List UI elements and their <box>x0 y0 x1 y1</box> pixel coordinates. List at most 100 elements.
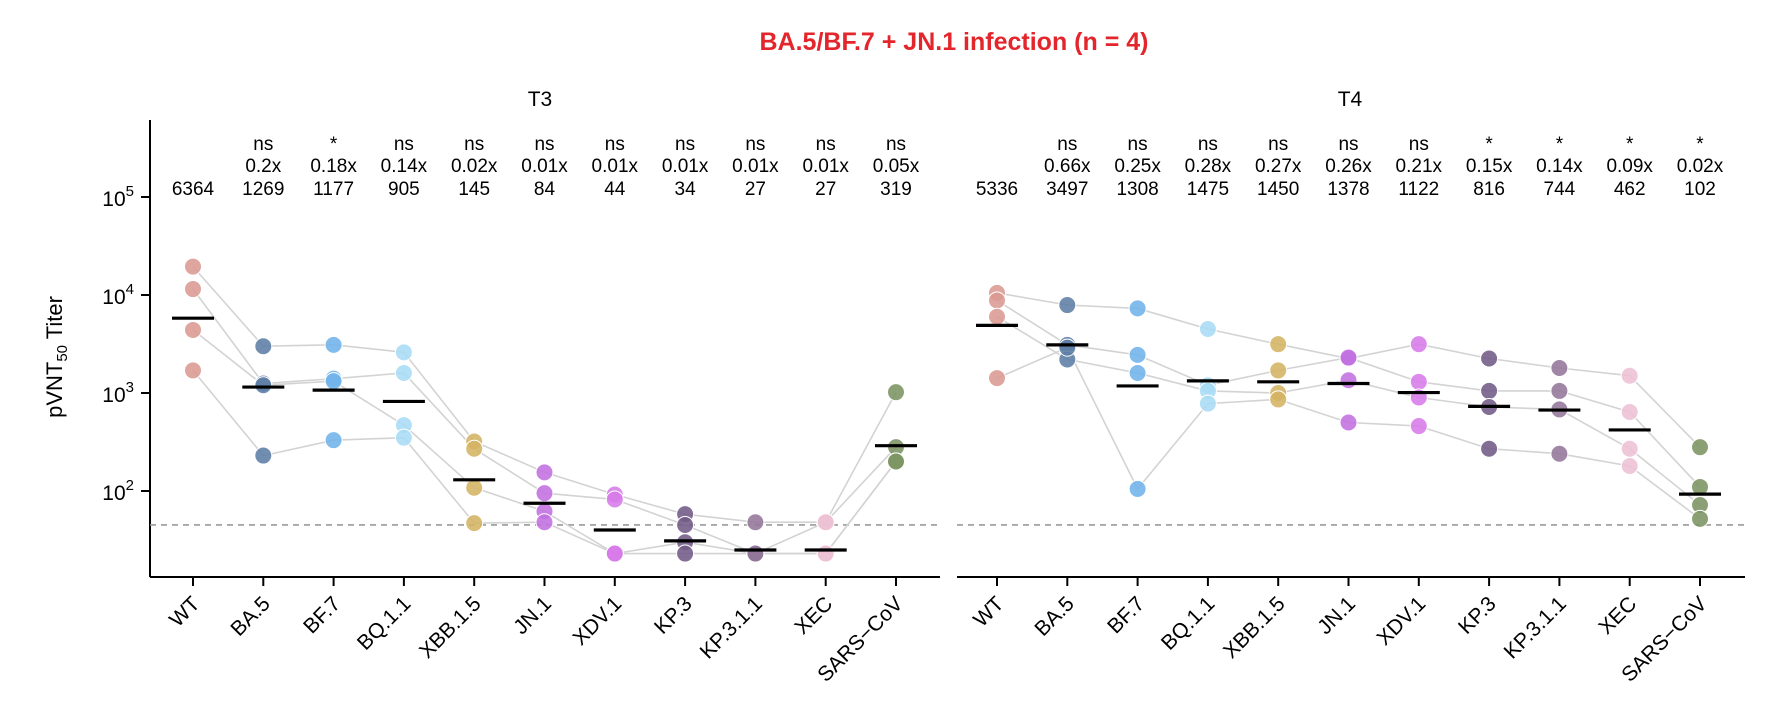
x-tick-label: XEC <box>790 592 837 639</box>
gmt-label: 744 <box>1544 179 1576 200</box>
significance-label: ns <box>1338 134 1358 155</box>
fold-change-label: 0.02x <box>451 156 498 177</box>
data-point <box>1269 390 1288 409</box>
x-tick-label: KP.3.1.1 <box>1500 592 1571 663</box>
gmt-label: 1475 <box>1187 179 1229 200</box>
data-point <box>1339 348 1358 367</box>
significance-label: * <box>1626 134 1634 155</box>
data-point <box>1339 371 1358 390</box>
significance-label: ns <box>1268 134 1288 155</box>
data-point <box>254 446 273 465</box>
data-point <box>1198 319 1217 338</box>
gmt-label: 1177 <box>313 179 354 200</box>
fold-change-label: 0.15x <box>1466 156 1513 177</box>
x-tick-label: XEC <box>1594 592 1641 639</box>
significance-label: ns <box>1057 134 1077 155</box>
subject-line <box>996 299 1701 488</box>
data-point <box>887 383 905 402</box>
data-point <box>465 514 484 533</box>
data-point <box>1620 439 1639 458</box>
x-tick-label: BQ.1.1 <box>1157 592 1219 654</box>
data-point <box>1409 417 1428 436</box>
y-axis-label: pVNT50 Titer <box>42 296 71 418</box>
fold-change-label: 0.14x <box>1536 156 1583 177</box>
gmt-label: 1450 <box>1257 179 1299 200</box>
gmt-label: 102 <box>1684 179 1716 200</box>
fold-change-label: 0.2x <box>245 156 281 177</box>
data-point <box>184 361 202 380</box>
data-point <box>394 428 413 447</box>
gmt-label: 145 <box>458 179 490 200</box>
data-point <box>1480 381 1499 400</box>
gmt-label: 1378 <box>1327 179 1369 200</box>
data-point <box>1128 299 1147 318</box>
fold-change-label: 0.01x <box>802 156 849 177</box>
x-tick-label: WT <box>165 592 204 631</box>
fold-change-label: 0.18x <box>310 156 357 177</box>
data-point <box>184 257 202 276</box>
fold-change-label: 0.28x <box>1185 156 1232 177</box>
data-point <box>816 513 835 532</box>
fold-change-label: 0.26x <box>1325 156 1372 177</box>
data-point <box>676 515 695 534</box>
data-point <box>988 307 1006 326</box>
fold-change-label: 0.01x <box>662 156 709 177</box>
data-point <box>465 439 484 458</box>
data-point <box>254 337 273 356</box>
gmt-label: 319 <box>880 179 912 200</box>
significance-label: * <box>330 134 338 155</box>
data-point <box>1409 335 1428 354</box>
fold-change-label: 0.25x <box>1114 156 1161 177</box>
data-point <box>1480 349 1499 368</box>
data-point <box>1409 372 1428 391</box>
data-point <box>988 291 1006 310</box>
fold-change-label: 0.66x <box>1044 156 1091 177</box>
data-point <box>324 372 343 391</box>
significance-label: * <box>1696 134 1704 155</box>
fold-change-label: 0.09x <box>1606 156 1653 177</box>
gmt-label: 905 <box>388 179 420 200</box>
data-point <box>1269 335 1288 354</box>
gmt-label: 27 <box>815 179 836 200</box>
gmt-label: 34 <box>675 179 697 200</box>
data-point <box>184 320 202 339</box>
significance-label: ns <box>253 134 273 155</box>
data-point <box>324 431 343 450</box>
y-tick-label: 104 <box>102 281 134 309</box>
data-point <box>535 484 554 503</box>
significance-label: ns <box>464 134 484 155</box>
data-point <box>1128 363 1147 382</box>
x-tick-label: KP.3 <box>650 592 697 639</box>
x-tick-label: BQ.1.1 <box>353 592 415 654</box>
data-point <box>324 335 343 354</box>
data-point <box>605 490 624 509</box>
data-point <box>394 343 413 362</box>
data-point <box>1198 394 1217 413</box>
fold-change-label: 0.21x <box>1396 156 1443 177</box>
x-tick-label: BF.7 <box>299 592 345 638</box>
data-point <box>816 544 835 563</box>
gmt-label: 1308 <box>1116 179 1158 200</box>
panel-title: T4 <box>1338 88 1363 111</box>
data-point <box>1058 338 1077 357</box>
subject-line <box>192 266 897 524</box>
fold-change-label: 0.27x <box>1255 156 1302 177</box>
significance-label: ns <box>605 134 625 155</box>
data-point <box>535 513 554 532</box>
gmt-label: 84 <box>534 179 556 200</box>
significance-label: ns <box>1128 134 1148 155</box>
fold-change-label: 0.05x <box>873 156 920 177</box>
y-axis-label-subscript: 50 <box>54 345 71 362</box>
data-point <box>1550 444 1569 463</box>
data-point <box>1480 439 1499 458</box>
x-tick-label: WT <box>969 592 1008 631</box>
x-tick-label: XDV.1 <box>1373 592 1431 650</box>
data-point <box>1128 345 1147 364</box>
gmt-label: 6364 <box>172 179 215 200</box>
data-point <box>1620 366 1639 385</box>
gmt-label: 5336 <box>976 179 1018 200</box>
data-point <box>1339 413 1358 432</box>
x-tick-label: BF.7 <box>1103 592 1149 638</box>
data-point <box>746 513 765 532</box>
